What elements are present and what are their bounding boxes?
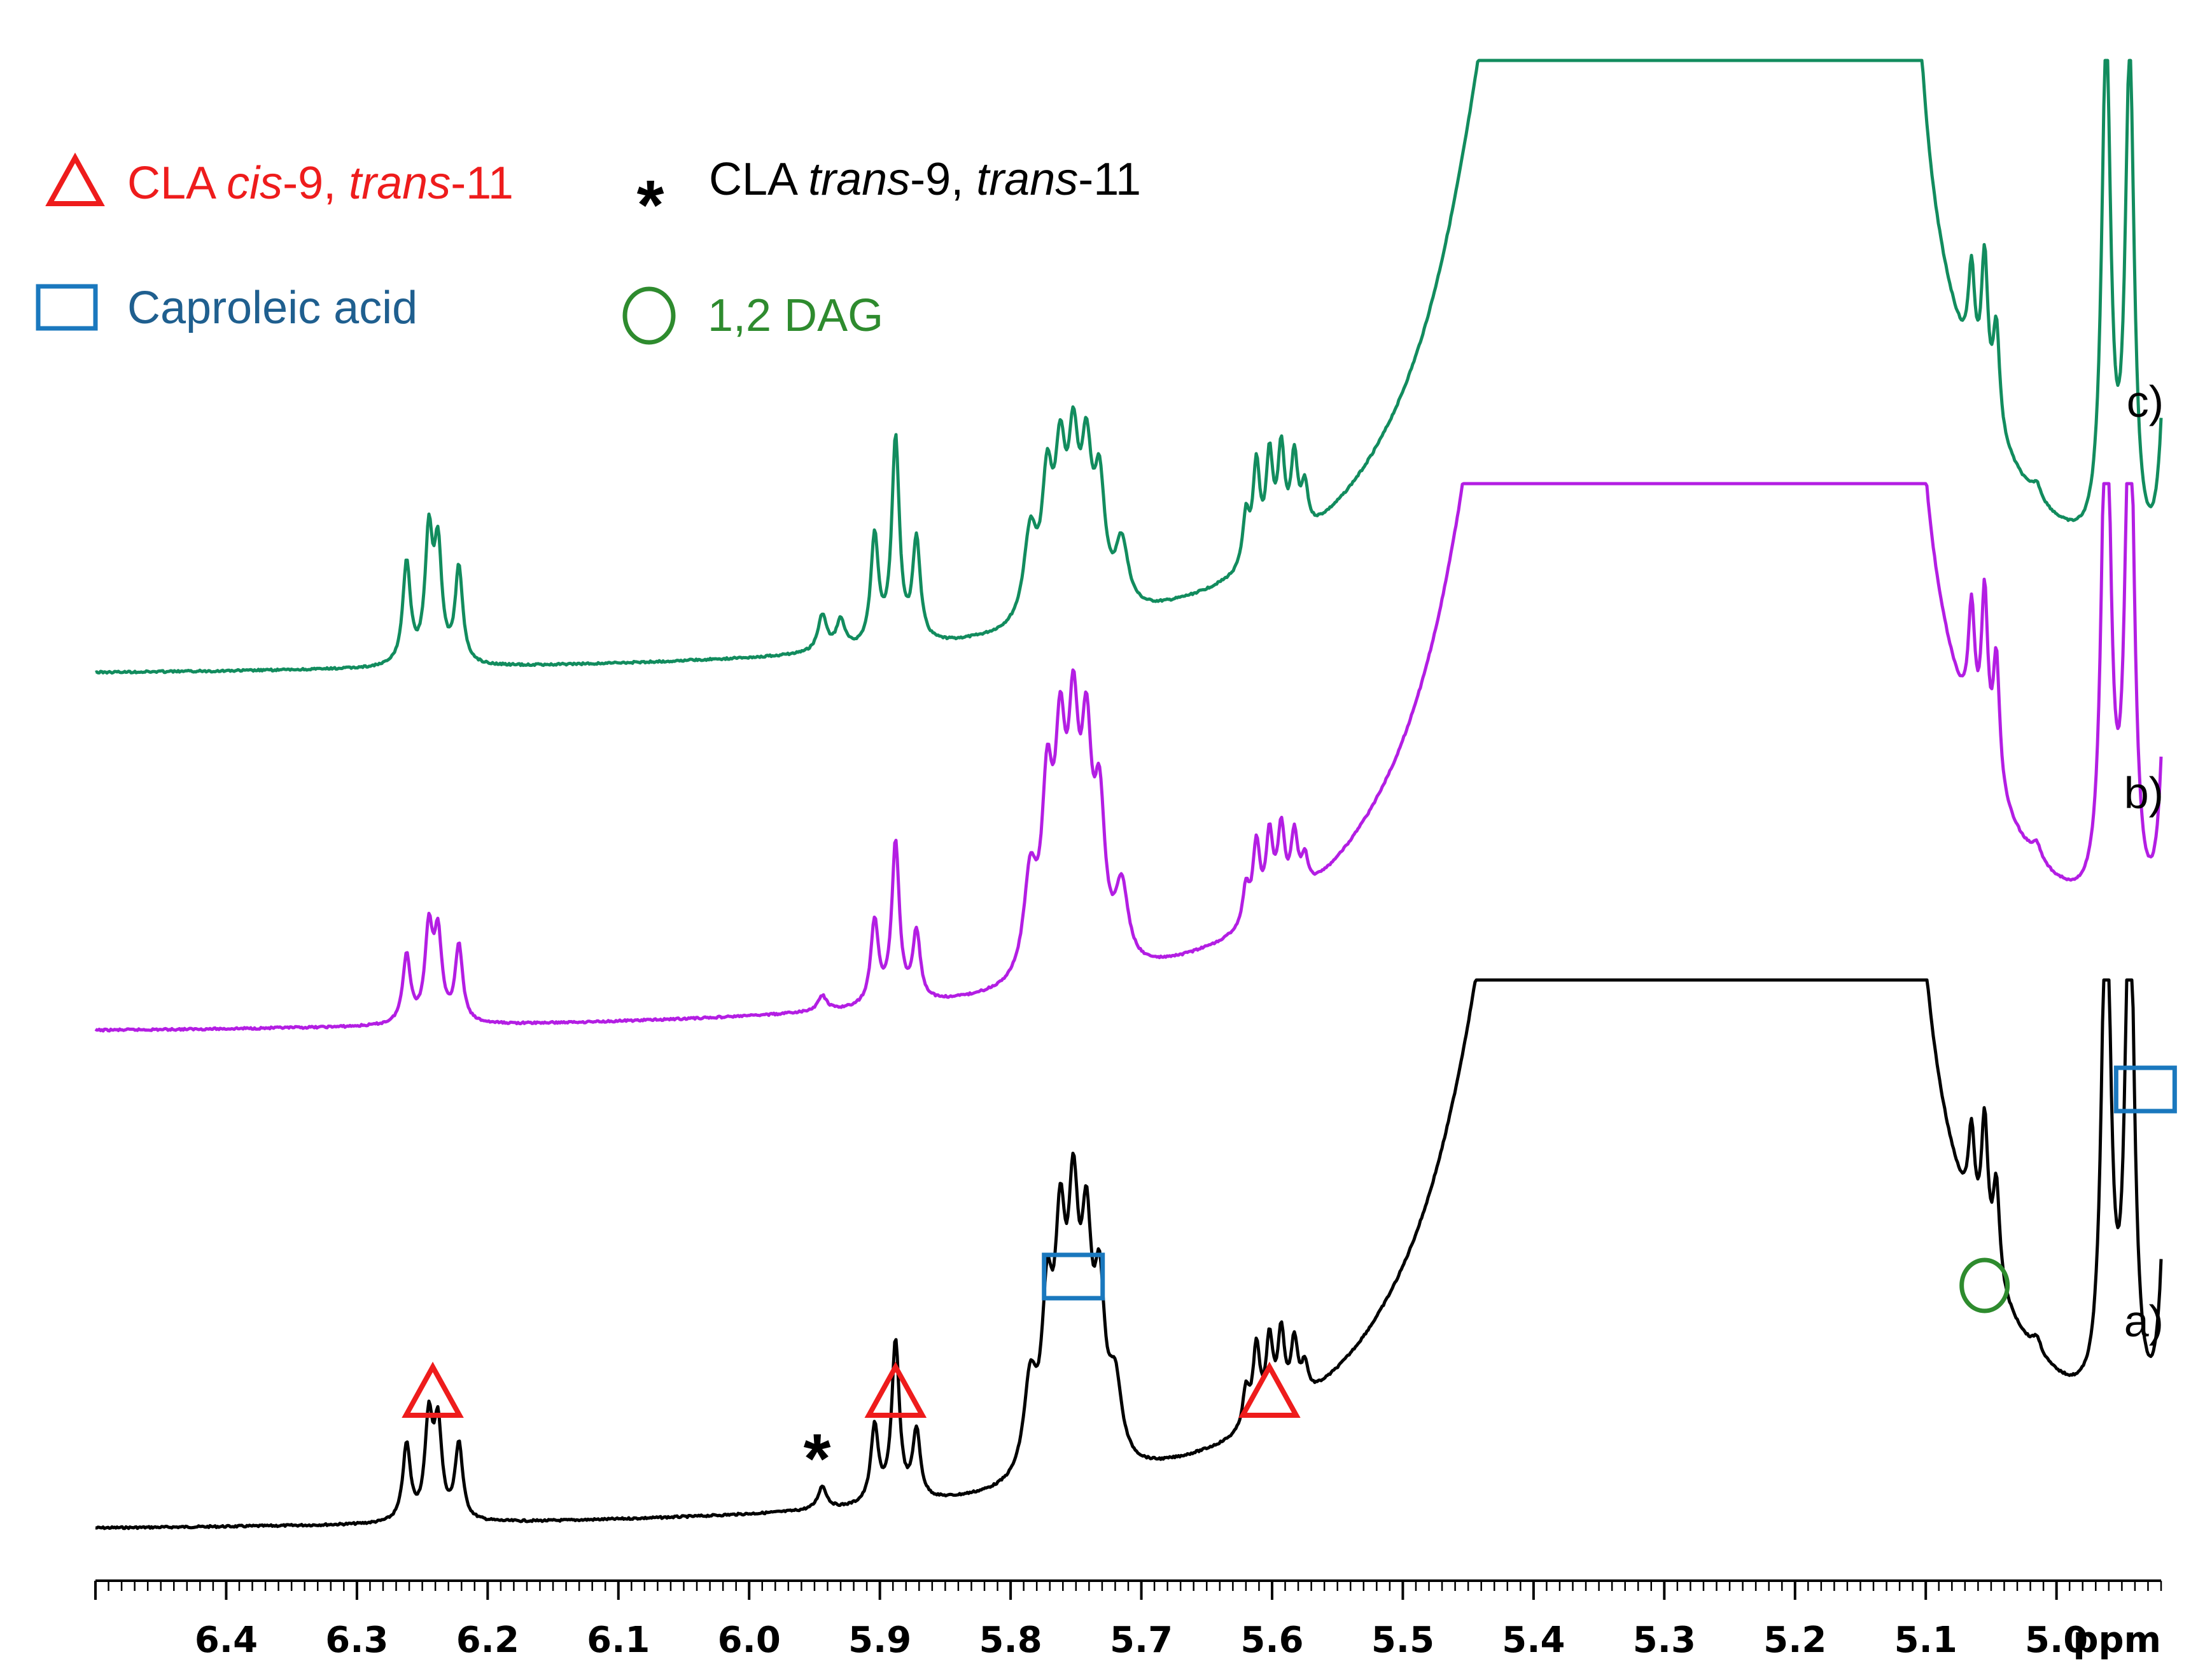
square-icon bbox=[2113, 1065, 2177, 1114]
x-tick-label: 6.2 bbox=[456, 1620, 519, 1661]
legend-item-cla-cis9-trans11: CLA cis-9, trans-11 bbox=[45, 152, 514, 209]
legend: CLA cis-9, trans-11 * CLA trans-9, trans… bbox=[36, 152, 1141, 345]
legend-item-caproleic-acid: Caproleic acid bbox=[36, 283, 417, 333]
x-tick-label: 5.6 bbox=[1240, 1620, 1303, 1661]
spectra bbox=[94, 59, 2163, 1530]
legend-label: CLA trans-9, trans-11 bbox=[709, 154, 1141, 205]
trace-label: b) bbox=[2124, 768, 2164, 818]
x-tick-label: 6.0 bbox=[718, 1620, 781, 1661]
x-tick-label: 6.1 bbox=[587, 1620, 650, 1661]
asterisk-icon: * bbox=[804, 1420, 831, 1498]
x-tick-label: 5.5 bbox=[1371, 1620, 1434, 1661]
trace-label: a) bbox=[2124, 1296, 2164, 1346]
x-axis: 6.4 6.3 6.2 6.1 6.0 5.9 5.8 5.7 5.6 5.5 5.4 5.3 5.2 5… bbox=[94, 1579, 2162, 1661]
square-icon bbox=[1042, 1252, 1105, 1301]
x-axis-tick-labels: 6.4 6.3 6.2 6.1 6.0 5.9 5.8 5.7 5.6 5.5 5.4 5.3 5.2 5… bbox=[195, 1620, 2088, 1661]
x-tick-label: 5.0 bbox=[2025, 1620, 2088, 1661]
asterisk-icon: * bbox=[637, 166, 664, 244]
x-tick-label: 5.8 bbox=[979, 1620, 1042, 1661]
trace-labels: a) b) c) bbox=[2124, 377, 2164, 1346]
peak-annotations: * bbox=[402, 1065, 2177, 1498]
x-axis-label: ppm bbox=[2073, 1620, 2161, 1661]
x-tick-label: 5.3 bbox=[1633, 1620, 1696, 1661]
legend-item-cla-trans9-trans11: * CLA trans-9, trans-11 bbox=[637, 154, 1141, 244]
circle-icon bbox=[1959, 1257, 2010, 1313]
spectrum-trace-b bbox=[94, 482, 2163, 1033]
legend-label: 1,2 DAG bbox=[708, 290, 883, 341]
square-icon bbox=[36, 284, 98, 331]
x-tick-label: 5.4 bbox=[1502, 1620, 1565, 1661]
trace-label: c) bbox=[2127, 377, 2164, 426]
x-tick-label: 5.9 bbox=[848, 1620, 911, 1661]
triangle-icon bbox=[864, 1361, 927, 1418]
legend-label: CLA cis-9, trans-11 bbox=[127, 158, 514, 209]
x-tick-label: 5.7 bbox=[1110, 1620, 1173, 1661]
x-tick-label: 6.4 bbox=[195, 1620, 258, 1661]
legend-label: Caproleic acid bbox=[127, 283, 417, 333]
x-tick-label: 6.3 bbox=[325, 1620, 388, 1661]
x-tick-label: 5.1 bbox=[1894, 1620, 1957, 1661]
circle-icon bbox=[622, 286, 676, 345]
spectrum-trace-c bbox=[95, 59, 2163, 675]
x-axis-ticks bbox=[94, 1581, 2162, 1600]
spectrum-trace-a bbox=[95, 978, 2163, 1530]
triangle-icon bbox=[402, 1361, 464, 1418]
x-tick-label: 5.2 bbox=[1763, 1620, 1826, 1661]
legend-item-1-2-dag: 1,2 DAG bbox=[622, 286, 883, 345]
triangle-icon bbox=[45, 152, 105, 206]
triangle-icon bbox=[1238, 1361, 1301, 1418]
